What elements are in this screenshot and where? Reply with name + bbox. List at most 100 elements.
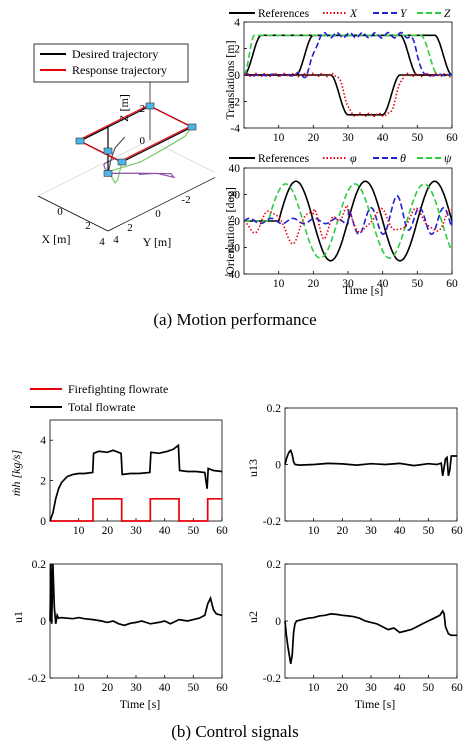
- u1-ytick-label-0: -0.2: [28, 673, 46, 685]
- caption-b: (b) Control signals: [171, 722, 299, 741]
- u1-xtick-label-5: 60: [216, 682, 228, 694]
- trans-xtick-label-1: 20: [308, 132, 320, 144]
- trans-legend-ref-label: References: [258, 8, 310, 20]
- orientations-legend: References φ θ ψ: [229, 151, 452, 165]
- u13-xtick-label-3: 40: [394, 525, 406, 537]
- traj-xlabel: X [m]: [42, 232, 71, 246]
- traj-ytick-label-0: 0: [57, 206, 63, 218]
- orient-xtick-label-1: 20: [308, 278, 320, 290]
- traj-zlabel: Z [m]: [117, 94, 131, 122]
- orient-ytick-label-0: -40: [225, 269, 241, 281]
- trans-xtick-label-2: 30: [342, 132, 354, 144]
- traj-xtick-label-2: 2: [127, 222, 133, 234]
- orient-ylabel: Orientations [deg]: [223, 187, 237, 275]
- trans-ytick-label-3: 2: [234, 44, 240, 56]
- u1-ytick-label-1: 0: [40, 616, 46, 628]
- flow-ytick-label-0: 0: [40, 516, 46, 528]
- flow-xtick-label-1: 20: [102, 525, 114, 537]
- flow-xtick-label-4: 50: [188, 525, 200, 537]
- traj-ylabel: Y [m]: [143, 235, 172, 249]
- u13-ytick-label-2: 0.2: [267, 403, 282, 415]
- drone-marker-3: [145, 102, 155, 110]
- trans-ref-x-line: [244, 74, 452, 116]
- orient-xtick-label-4: 50: [412, 278, 424, 290]
- u13-series-0-line: [284, 448, 457, 477]
- u1-xtick-label-2: 30: [130, 682, 142, 694]
- orient-legend-theta-label: θ: [400, 151, 406, 165]
- u1-xtick-label-1: 20: [102, 682, 114, 694]
- trans-y-line: [243, 31, 453, 79]
- traj-ztick-label-0: 0: [140, 135, 146, 147]
- u1-ylabel: u1: [11, 611, 25, 623]
- traj3d-legend-box: [33, 43, 189, 83]
- traj-ytick-label-1: 2: [85, 220, 91, 232]
- flow-xtick-label-2: 30: [130, 525, 142, 537]
- u1-xtick-label-0: 10: [73, 682, 85, 694]
- trajectory-3d-chart: -2024024024X [m]Y [m]Z [m] Desired traje…: [33, 43, 215, 249]
- flow-xtick-label-0: 10: [73, 525, 85, 537]
- orient-legend-phi-label: φ: [350, 151, 357, 165]
- trans-ytick-label-2: 0: [234, 70, 240, 82]
- u1-ytick-label-2: 0.2: [32, 559, 47, 571]
- flow-xtick-label-3: 40: [159, 525, 171, 537]
- u1-xtick-label-3: 40: [159, 682, 171, 694]
- traj3d-legend: Desired trajectory Response trajectory: [33, 43, 189, 83]
- orient-legend-ref-label: References: [258, 153, 310, 165]
- u2-ytick-label-1: 0: [275, 616, 281, 628]
- flow-legend-total-label: Total flowrate: [68, 400, 135, 414]
- u2-plot-frame: [284, 563, 458, 679]
- orient-xtick-label-3: 40: [377, 278, 389, 290]
- translations-legend: References X Y Z: [229, 8, 451, 20]
- orientations-chart: References φ θ ψ 10 20 30 40 50 60 -40 -20 0 20 40…: [223, 151, 458, 297]
- u13-xtick-label-0: 10: [308, 525, 320, 537]
- flowrate-legend: Firefighting flowrate Total flowrate: [30, 382, 168, 414]
- u13-ytick-label-1: 0: [275, 460, 281, 472]
- u13-xtick-label-2: 30: [365, 525, 377, 537]
- traj-xtick-label-0: -2: [181, 194, 190, 206]
- legend-label-response: Response trajectory: [72, 63, 167, 77]
- trans-ylabel: Translations [m]: [223, 40, 237, 119]
- flow-plot-frame: [49, 419, 223, 522]
- u13-xtick-label-1: 20: [337, 525, 349, 537]
- u2-ytick-label-0: -0.2: [263, 673, 281, 685]
- trans-xtick-label-4: 50: [412, 132, 424, 144]
- orient-theta-line: [243, 195, 453, 236]
- u2-xlabel: Time [s]: [355, 697, 396, 710]
- trans-xtick-label-0: 10: [273, 132, 285, 144]
- trans-ytick-label-0: -4: [230, 123, 240, 135]
- orient-psi-line: [244, 183, 453, 259]
- u13-ylabel: u13: [246, 459, 260, 477]
- translations-chart: References X Y Z 10 20 30 40 50 60 -4 -2 0 2 4 Tra…: [223, 8, 458, 144]
- orient-ytick-label-2: 0: [234, 216, 240, 228]
- u13-xtick-label-5: 60: [451, 525, 463, 537]
- u1-xlabel: Time [s]: [120, 697, 161, 710]
- flow-ytick-label-2: 4: [40, 435, 46, 447]
- orient-phi-line: [243, 203, 453, 245]
- orient-xtick-label-5: 60: [446, 278, 458, 290]
- box-edge-left: [149, 139, 215, 173]
- flow-series-1-line: [49, 443, 223, 522]
- u1-series-0-line: [49, 563, 223, 627]
- traj-xtick-label-1: 0: [155, 208, 161, 220]
- u2-chart: 10 20 30 40 50 60 -0.2 0 0.2 u2 Time [s]: [246, 559, 463, 710]
- trans-xtick-label-3: 40: [377, 132, 389, 144]
- u2-xtick-label-1: 20: [337, 682, 349, 694]
- legend-label-desired: Desired trajectory: [72, 47, 158, 61]
- u2-xtick-label-2: 30: [365, 682, 377, 694]
- u2-ylabel: u2: [246, 611, 260, 623]
- traj-ytick-label-2: 4: [113, 234, 119, 246]
- orient-legend-psi-label: ψ: [444, 151, 452, 165]
- trans-ytick-label-4: 4: [234, 17, 240, 29]
- flow-ylabel: ṁh [kg/s]: [9, 450, 23, 497]
- orient-xtick-label-0: 10: [273, 278, 285, 290]
- traj-xtick-label-3: 4: [99, 236, 105, 248]
- orient-ytick-label-3: 20: [229, 190, 241, 202]
- trans-legend-x-label: X: [349, 8, 358, 20]
- u2-xtick-label-4: 50: [423, 682, 435, 694]
- axis-x-line: [107, 177, 215, 232]
- u2-series-0-line: [284, 609, 457, 664]
- ghost-trajectory-1: [107, 126, 193, 173]
- u1-plot-frame: [49, 563, 223, 679]
- u13-chart: 10 20 30 40 50 60 -0.2 0 0.2 u13: [246, 403, 463, 537]
- u1-chart: 10 20 30 40 50 60 -0.2 0 0.2 u1 Time [s]: [11, 559, 228, 710]
